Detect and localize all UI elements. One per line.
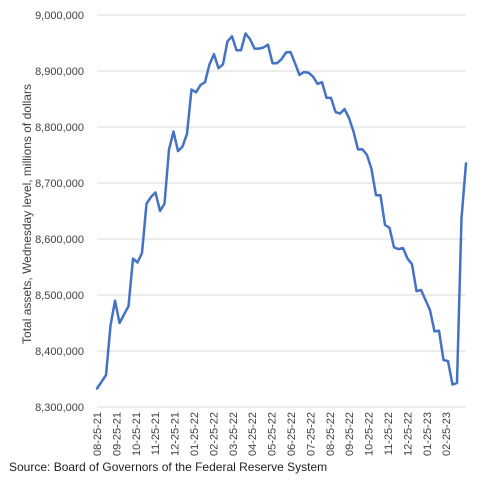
x-tick-label: 01-25-22 — [189, 412, 201, 456]
x-tick-label: 04-25-22 — [247, 412, 259, 456]
x-tick-label: 09-25-22 — [344, 412, 356, 456]
x-tick-label: 09-25-21 — [111, 412, 123, 456]
y-tick-label: 8,300,000 — [35, 402, 84, 414]
y-tick-label: 8,900,000 — [35, 66, 84, 78]
x-tick-label: 07-25-22 — [305, 412, 317, 456]
x-axis-ticks: 08-25-21 09-25-21 10-25-21 11-25-21 12-25-21… — [92, 412, 453, 456]
x-tick-label: 10-25-21 — [131, 412, 143, 456]
y-tick-label: 8,400,000 — [35, 346, 84, 358]
x-tick-label: 05-25-22 — [267, 412, 279, 456]
y-axis-ticks: 8,300,000 8,400,000 8,500,000 8,600,000 8,70… — [35, 10, 84, 414]
x-tick-label: 06-25-22 — [286, 412, 298, 456]
x-tick-label: 02-25-23 — [441, 412, 453, 456]
x-tick-label: 10-25-22 — [364, 412, 376, 456]
y-tick-label: 8,500,000 — [35, 290, 84, 302]
x-tick-label: 02-25-22 — [208, 412, 220, 456]
source-note: Source: Board of Governors of the Federa… — [9, 460, 328, 474]
y-axis-label: Total assets, Wednesday level, millions … — [20, 84, 34, 344]
series-line — [95, 32, 468, 390]
y-tick-label: 9,000,000 — [35, 10, 84, 22]
y-tick-label: 8,800,000 — [35, 122, 84, 134]
x-tick-label: 01-25-23 — [422, 412, 434, 456]
y-tick-label: 8,600,000 — [35, 234, 84, 246]
x-tick-label: 08-25-21 — [92, 412, 104, 456]
series-group — [95, 32, 468, 390]
gridlines — [97, 14, 466, 352]
x-tick-label: 11-25-22 — [383, 412, 395, 455]
x-tick-label: 08-25-22 — [325, 412, 337, 456]
x-tick-label: 03-25-22 — [228, 412, 240, 456]
y-tick-label: 8,700,000 — [35, 178, 84, 190]
line-chart: 8,300,000 8,400,000 8,500,000 8,600,000 8,70… — [20, 10, 468, 456]
x-tick-label: 12-25-22 — [402, 412, 414, 456]
x-tick-label: 11-25-21 — [150, 412, 162, 455]
x-tick-label: 12-25-21 — [170, 412, 182, 456]
